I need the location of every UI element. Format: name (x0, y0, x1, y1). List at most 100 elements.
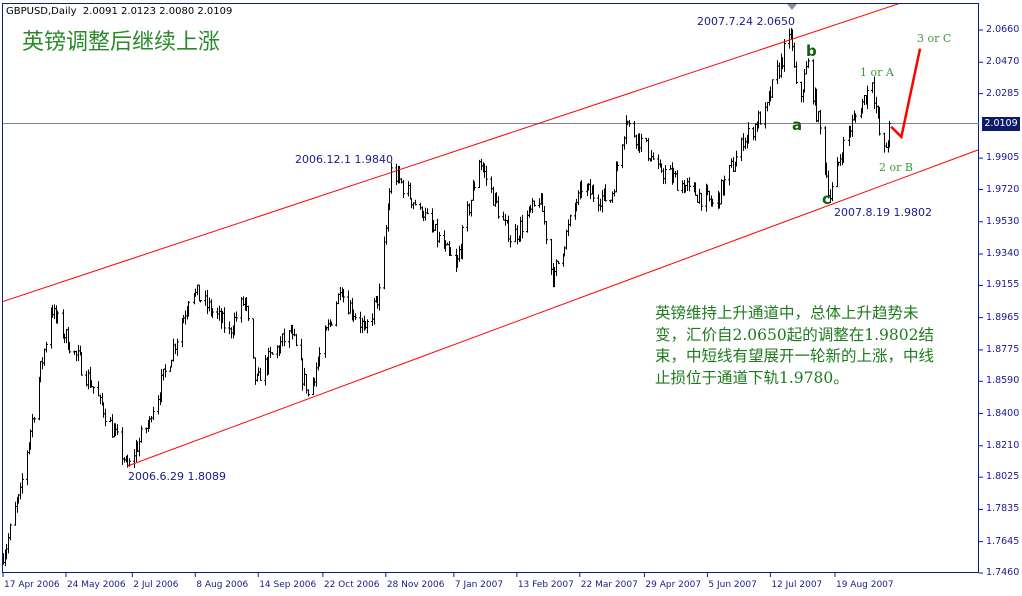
ohlc-bar (708, 190, 711, 202)
time-tick: 24 May 2006 (66, 580, 126, 590)
ohlc-bar (676, 170, 679, 191)
wave-a-label: a (792, 116, 803, 134)
ohlc-bar (744, 137, 747, 150)
ohlc-bar (216, 307, 219, 319)
ohlc-bar (373, 298, 376, 325)
channel-lower-line (127, 149, 978, 467)
ohlc-bar (740, 137, 743, 161)
ohlc-bar (842, 136, 845, 163)
ohlc-bar (347, 290, 350, 315)
ohlc-bar (597, 194, 600, 212)
ohlc-bar (754, 123, 757, 141)
ohlc-bar (526, 210, 529, 233)
time-tick: 17 Apr 2006 (4, 580, 60, 590)
ohlc-bar (240, 297, 243, 323)
ohlc-bar (686, 177, 689, 191)
ohlc-bar (652, 152, 655, 160)
price-tick: 1.8965 (986, 311, 1020, 323)
ohlc-bar (592, 184, 595, 202)
ohlc-bar (7, 533, 10, 554)
ohlc-bar (793, 42, 796, 68)
ohlc-bar (742, 133, 745, 151)
ohlc-bar (99, 394, 102, 405)
ohlc-bar (613, 189, 616, 197)
ohlc-bar (664, 165, 667, 185)
ohlc-bar (504, 213, 507, 226)
ohlc-bar (851, 114, 854, 137)
ohlc-bar (252, 318, 255, 359)
ohlc-bar (162, 368, 165, 381)
ohlc-bar (85, 370, 88, 387)
ohlc-bar (604, 184, 607, 202)
ohlc-bar (196, 284, 199, 296)
ohlc-bar (871, 82, 874, 94)
ohlc-bar (616, 161, 619, 172)
ohlc-bar (390, 162, 393, 194)
ohlc-bar (235, 311, 238, 322)
ohlc-bar (150, 415, 153, 423)
ohlc-bar (26, 450, 29, 486)
ohlc-bar (805, 61, 808, 75)
ohlc-bar (497, 196, 500, 219)
ohlc-bar (33, 416, 36, 423)
ohlc-bar (247, 305, 250, 321)
ohlc-values: 2.0091 2.0123 2.0080 2.0109 (82, 6, 233, 17)
ohlc-bar (885, 142, 888, 149)
ohlc-bar (111, 414, 114, 438)
wave-1-label: 1 or A (860, 66, 894, 79)
ohlc-bar (866, 85, 869, 110)
ohlc-bar (577, 190, 580, 206)
time-tick: 8 Aug 2006 (196, 580, 249, 590)
ohlc-bar (414, 199, 417, 206)
ohlc-bar (839, 154, 842, 166)
ohlc-bar (354, 313, 357, 320)
ohlc-bar (752, 126, 755, 141)
ohlc-bar (730, 158, 733, 168)
ohlc-bar (766, 102, 769, 112)
ohlc-bar (502, 211, 505, 221)
ohlc-bar (204, 290, 207, 306)
ohlc-bar (152, 406, 155, 420)
ohlc-bar (888, 120, 891, 148)
ohlc-bar (14, 501, 17, 526)
ohlc-bar (764, 102, 767, 129)
price-tick: 2.0470 (986, 56, 1020, 68)
ohlc-bars (3, 28, 891, 567)
ohlc-bar (424, 207, 427, 221)
ohlc-bar (426, 208, 429, 215)
ohlc-bar (170, 359, 173, 368)
time-tick: 5 Jun 2007 (708, 580, 757, 590)
time-tick: 2 Jul 2006 (133, 580, 179, 590)
ohlc-bar (875, 96, 878, 114)
projection-line (890, 48, 922, 140)
ohlc-bar (45, 341, 48, 353)
ohlc-bar (19, 482, 22, 500)
ohlc-bar (140, 425, 143, 443)
price-tick: 1.9720 (986, 183, 1020, 195)
ohlc-bar (647, 138, 650, 161)
ohlc-bar (516, 225, 519, 245)
ohlc-bar (318, 347, 321, 367)
ohlc-bar (288, 330, 291, 348)
ohlc-bar (233, 312, 236, 336)
chart-title: 英镑调整后继续上涨 (22, 30, 221, 55)
ohlc-bar (776, 60, 779, 84)
ohlc-bar (700, 192, 703, 211)
ohlc-bar (732, 157, 735, 172)
ohlc-bar (187, 300, 190, 317)
ohlc-bar (795, 61, 798, 84)
ohlc-bar (461, 225, 464, 260)
ohlc-bar (339, 287, 342, 301)
ohlc-bar (198, 284, 201, 302)
low-june-label: 2006.6.29 1.8089 (128, 470, 226, 483)
chart-header: GBPUSD,Daily 2.0091 2.0123 2.0080 2.0109 (6, 6, 232, 17)
ohlc-bar (43, 348, 46, 366)
ohlc-bar (509, 235, 512, 248)
price-tick: 1.8210 (986, 439, 1020, 451)
ohlc-bar (555, 259, 558, 277)
ohlc-bar (545, 221, 548, 245)
price-tick: 1.9340 (986, 248, 1020, 259)
ohlc-bar (807, 58, 810, 68)
